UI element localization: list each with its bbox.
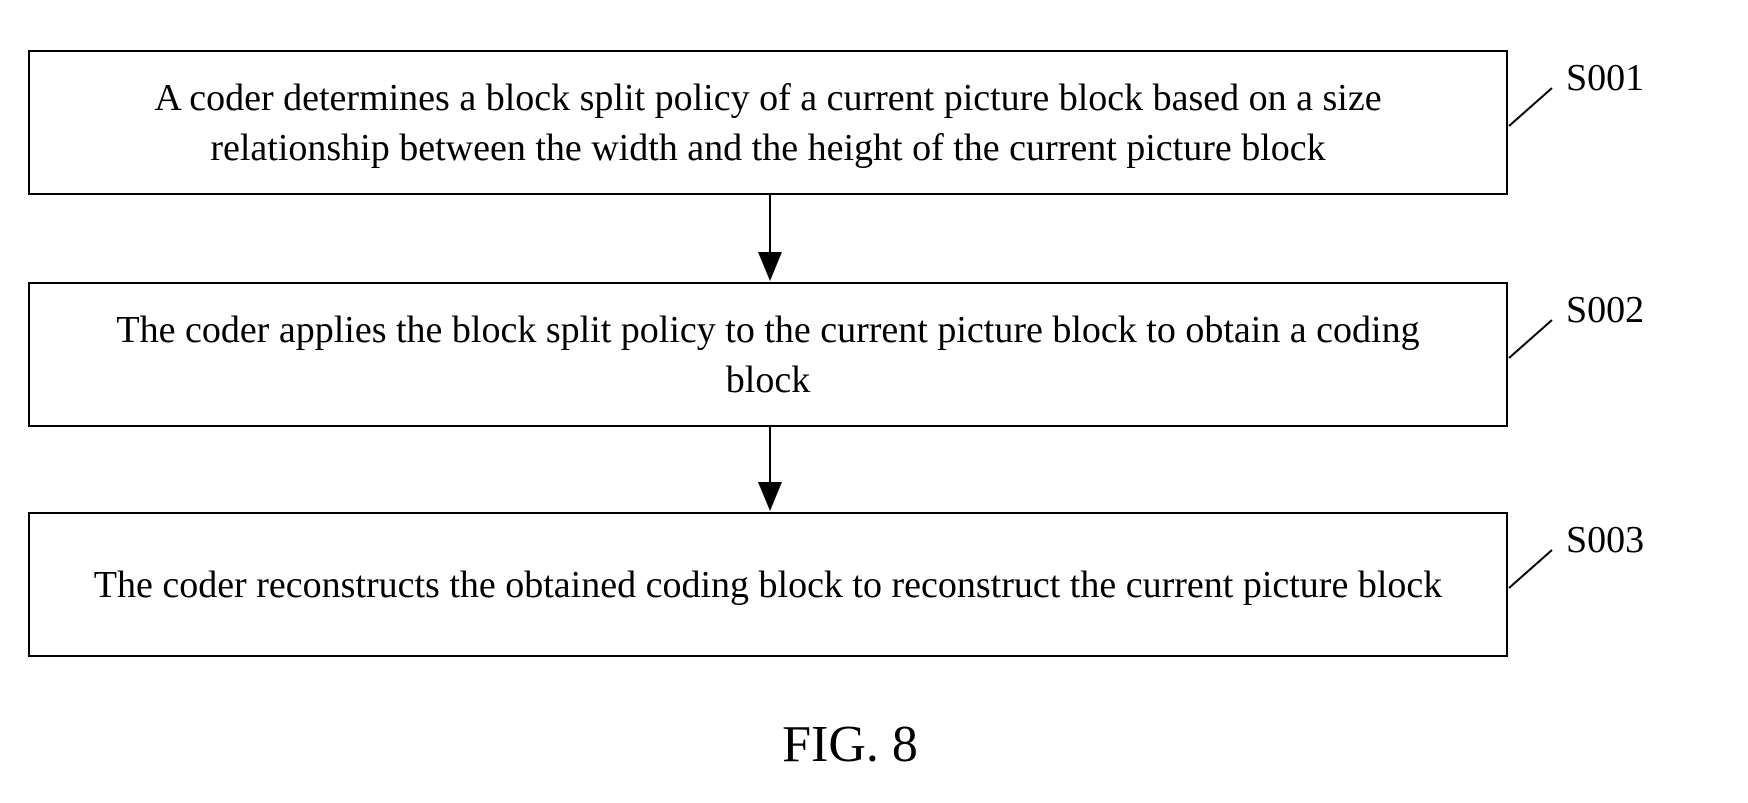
arrow-s002-to-s003 <box>758 427 782 511</box>
arrow-s001-to-s002 <box>758 195 782 281</box>
figure-caption: FIG. 8 <box>0 715 1700 775</box>
step-text-s002: The coder applies the block split policy… <box>30 305 1506 405</box>
leader-line-s003 <box>1509 550 1552 588</box>
step-text-s001: A coder determines a block split policy … <box>30 73 1506 173</box>
leader-line-s001 <box>1509 88 1552 126</box>
step-text-s003: The coder reconstructs the obtained codi… <box>54 560 1483 610</box>
step-box-s003: The coder reconstructs the obtained codi… <box>28 512 1508 657</box>
step-label-s001: S001 <box>1566 58 1644 98</box>
step-box-s001: A coder determines a block split policy … <box>28 50 1508 195</box>
leader-line-s002 <box>1509 320 1552 358</box>
step-label-s003: S003 <box>1566 520 1644 560</box>
step-label-s002: S002 <box>1566 290 1644 330</box>
step-box-s002: The coder applies the block split policy… <box>28 282 1508 427</box>
